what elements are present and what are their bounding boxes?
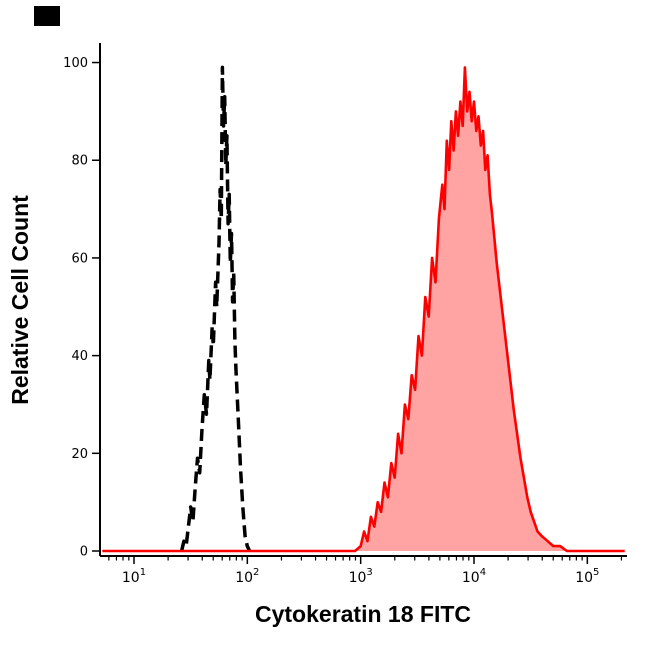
series-layer (102, 65, 625, 553)
x-tick-label: 104 (462, 567, 486, 586)
x-tick-label: 101 (122, 567, 146, 586)
axes-layer: 0 20 40 60 80 100 101 102 103 104 105 (63, 43, 627, 586)
x-tick-label: 105 (575, 567, 599, 586)
y-tick-label: 100 (63, 56, 88, 71)
y-tick-label: 40 (71, 349, 88, 364)
y-tick-label: 0 (80, 545, 88, 560)
unstained-control-dashed-black-curve (179, 65, 252, 552)
y-tick-label: 80 (71, 154, 88, 169)
y-axis-label: Relative Cell Count (7, 195, 33, 405)
x-tick-label: 102 (235, 567, 259, 586)
cytokeratin-18-fitc-stained-red-filled-curve (102, 66, 625, 553)
y-tick-label: 60 (71, 251, 88, 266)
x-axis-label: Cytokeratin 18 FITC (255, 601, 471, 627)
y-tick-label: 20 (71, 447, 88, 462)
x-tick-label: 103 (349, 567, 373, 586)
cytokeratin-18-fitc-stained-red-filled-fill (102, 67, 625, 552)
top-left-black-box (34, 6, 60, 26)
